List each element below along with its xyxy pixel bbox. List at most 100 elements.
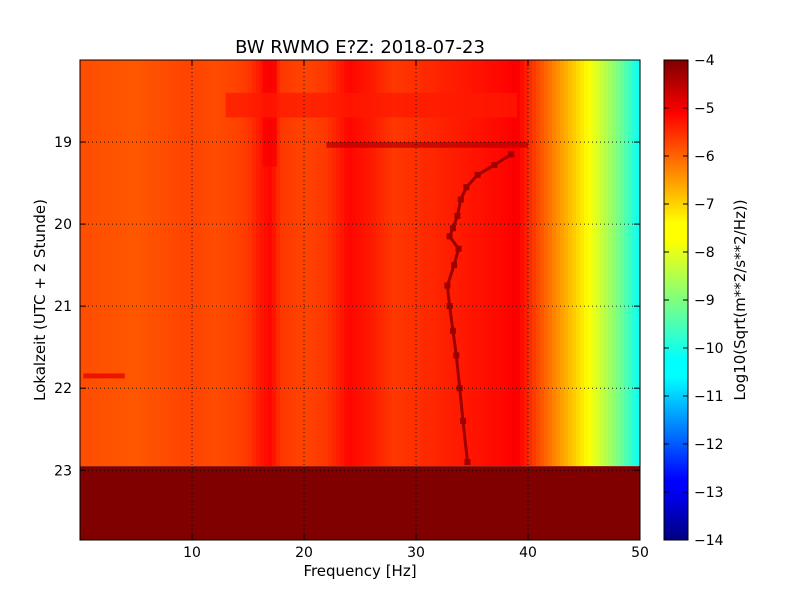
spectrum-column — [96, 60, 101, 467]
spectrum-column — [348, 60, 353, 467]
spectrum-column — [536, 60, 541, 467]
spectrum-column — [80, 60, 85, 467]
spectrum-column — [232, 60, 237, 467]
spectrum-column — [304, 60, 309, 467]
colorbar-tick-label: −9 — [694, 293, 715, 309]
spectrum-column — [256, 60, 261, 467]
spectrum-column — [316, 60, 321, 467]
spectrum-column — [532, 60, 537, 467]
x-axis-ticks: 10 20 30 40 50 — [183, 60, 649, 561]
x-tick-label: 50 — [631, 545, 649, 561]
spectrum-column — [344, 60, 349, 467]
spectrum-column — [260, 60, 265, 467]
spectrum-column — [144, 60, 149, 467]
spectrum-column — [428, 60, 433, 467]
spectrum-column — [612, 60, 617, 467]
plot-area — [80, 60, 641, 540]
spectrum-column — [120, 60, 125, 467]
spectrum-column — [416, 60, 421, 467]
spectrum-column — [584, 60, 589, 467]
spectrum-column — [424, 60, 429, 467]
spectrum-column — [400, 60, 405, 467]
spectrum-column — [464, 60, 469, 467]
energy-band — [83, 373, 125, 379]
spectrum-column — [100, 60, 105, 467]
y-axis-ticks: 19 20 21 22 23 — [54, 135, 640, 479]
spectrum-column — [568, 60, 573, 467]
spectrum-column — [336, 60, 341, 467]
spectrum-column — [188, 60, 193, 467]
spectrum-column — [324, 60, 329, 467]
colorbar-tick-label: −11 — [694, 389, 724, 405]
spectrum-column — [140, 60, 145, 467]
spectrum-column — [444, 60, 449, 467]
grid-lines — [80, 60, 640, 540]
spectrum-column — [504, 60, 509, 467]
spectrum-column — [280, 60, 285, 467]
spectrum-column — [476, 60, 481, 467]
spectrum-column — [620, 60, 625, 467]
spectrum-column — [356, 60, 361, 467]
spectrum-column — [224, 60, 229, 467]
colorbar-tick-label: −13 — [694, 485, 724, 501]
spectrum-column — [636, 60, 641, 467]
chart-title: BW RWMO E?Z: 2018-07-23 — [235, 37, 485, 58]
spectrum-column — [312, 60, 317, 467]
spectrum-column — [572, 60, 577, 467]
spectrum-column — [408, 60, 413, 467]
x-axis-label: Frequency [Hz] — [303, 562, 416, 580]
x-tick-label: 20 — [295, 545, 313, 561]
spectrum-column — [164, 60, 169, 467]
spectrum-column — [288, 60, 293, 467]
x-tick-label: 30 — [407, 545, 425, 561]
spectrum-column — [284, 60, 289, 467]
spectrum-column — [128, 60, 133, 467]
y-tick-label: 19 — [54, 135, 72, 151]
spectrum-column — [580, 60, 585, 467]
spectrum-column — [508, 60, 513, 467]
spectrum-column — [388, 60, 393, 467]
spectrum-column — [264, 60, 269, 467]
spectrum-column — [240, 60, 245, 467]
spectrum-column — [300, 60, 305, 467]
spectrum-column — [168, 60, 173, 467]
spectrum-column — [252, 60, 257, 467]
spectrum-column — [460, 60, 465, 467]
spectrum-column — [112, 60, 117, 467]
spectrum-column — [484, 60, 489, 467]
spectrum-column — [492, 60, 497, 467]
y-tick-label: 21 — [54, 299, 72, 315]
energy-band — [225, 92, 517, 118]
spectrum-column — [236, 60, 241, 467]
spectrum-column — [432, 60, 437, 467]
spectrum-column — [200, 60, 205, 467]
spectrum-column — [196, 60, 201, 467]
spectrum-column — [488, 60, 493, 467]
spectrum-column — [328, 60, 333, 467]
spectrum-column — [176, 60, 181, 467]
spectrum-column — [436, 60, 441, 467]
x-tick-label: 40 — [519, 545, 537, 561]
spectrum-column — [364, 60, 369, 467]
spectrum-column — [596, 60, 601, 467]
spectrum-column — [600, 60, 605, 467]
spectrum-column — [624, 60, 629, 467]
spectrum-column — [220, 60, 225, 467]
spectrum-column — [124, 60, 129, 467]
spectrum-column — [268, 60, 273, 467]
spectrum-column — [380, 60, 385, 467]
spectrum-column — [604, 60, 609, 467]
colorbar-ticks: −4 −5 −6 −7 −8 −9 −10 −11 −12 −13 −14 — [664, 53, 724, 549]
spectrum-column — [556, 60, 561, 467]
spectrum-column — [552, 60, 557, 467]
colorbar-tick-label: −4 — [694, 53, 715, 69]
spectrum-column — [440, 60, 445, 467]
spectrum-column — [576, 60, 581, 467]
spectrum-column — [172, 60, 177, 467]
spectrum-column — [92, 60, 97, 467]
spectrum-column — [148, 60, 153, 467]
spectrum-column — [184, 60, 189, 467]
spectrum-column — [244, 60, 249, 467]
spectrum-column — [320, 60, 325, 467]
